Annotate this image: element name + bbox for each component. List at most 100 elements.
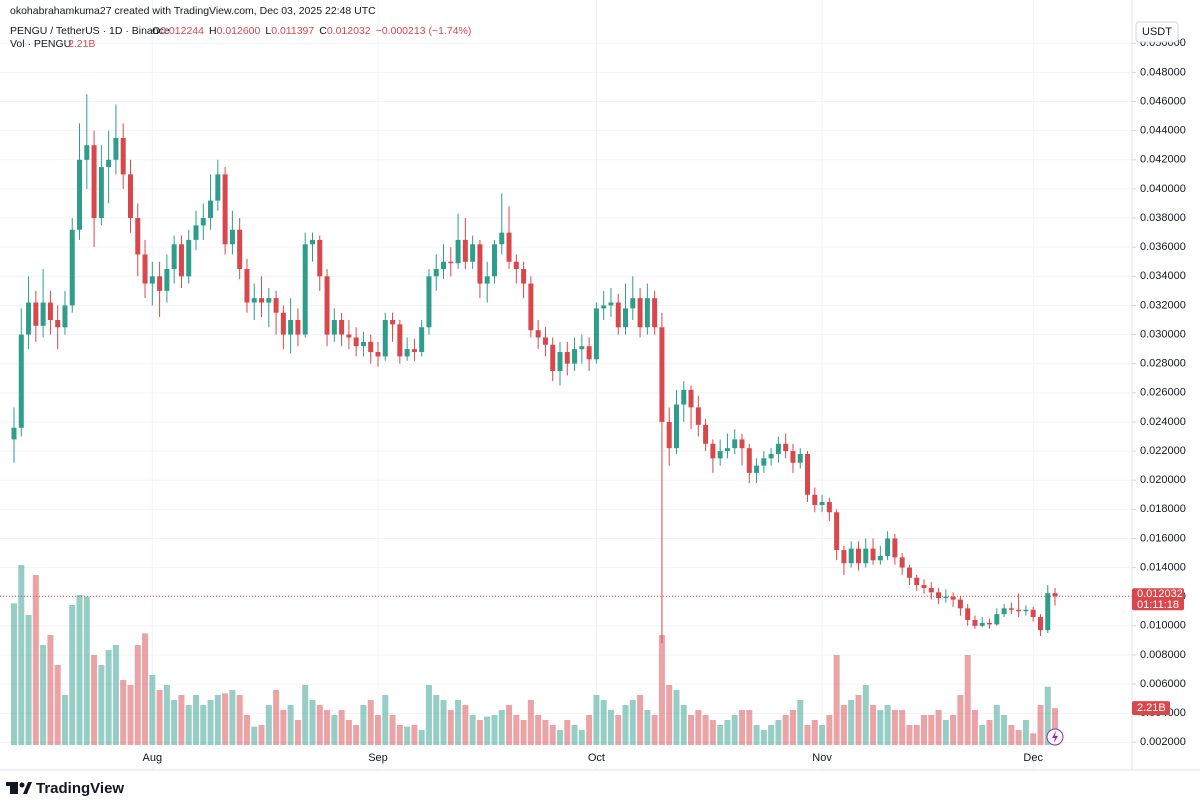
y-tick-label: 0.046000 — [1140, 95, 1186, 107]
candle-body — [615, 302, 621, 328]
volume-bar — [855, 695, 862, 745]
candle-body — [433, 269, 439, 277]
candle-body — [906, 567, 912, 578]
candle-body — [644, 298, 650, 328]
volume-bar — [673, 690, 680, 745]
x-tick-label: Nov — [812, 752, 832, 764]
currency-box[interactable] — [1135, 21, 1179, 43]
volume-bar — [134, 645, 141, 745]
candle-body — [346, 334, 352, 338]
candle-body — [623, 308, 629, 328]
y-tick-label: 0.002000 — [1140, 736, 1186, 748]
volume-bar — [651, 715, 658, 745]
y-tick-label: 0.040000 — [1140, 183, 1186, 195]
volume-bar — [702, 715, 709, 745]
candle-body — [244, 269, 250, 303]
volume-title: Vol · PENGU — [10, 38, 71, 50]
volume-bar — [833, 655, 840, 745]
candle-body — [55, 320, 61, 328]
volume-bar — [193, 695, 199, 745]
volume-bar — [11, 603, 17, 745]
volume-bar — [819, 725, 826, 745]
volume-bar — [993, 705, 1000, 745]
volume-bar — [840, 705, 847, 745]
volume-bar — [47, 635, 54, 745]
alert-bolt[interactable] — [1052, 731, 1058, 743]
volume-bar — [513, 715, 520, 745]
y-tick-label: 0.024000 — [1140, 416, 1186, 428]
candle-body — [448, 261, 454, 264]
countdown: 01:11:18 — [1137, 599, 1179, 611]
volume-bar — [105, 650, 112, 745]
ohlc-value: 0.012244 — [160, 25, 204, 37]
volume-bar — [1001, 715, 1008, 745]
volume-bar — [149, 675, 156, 745]
candle-body — [841, 550, 847, 564]
candle-body — [732, 439, 738, 449]
candle-body — [193, 225, 199, 240]
y-tick-label: 0.016000 — [1140, 532, 1186, 544]
candle-body — [1023, 609, 1029, 612]
volume-bar — [942, 720, 949, 745]
candle-body — [928, 587, 934, 593]
volume-bar — [971, 710, 978, 745]
candle-body — [200, 218, 206, 226]
volume-bar — [18, 565, 25, 745]
candle-body — [98, 167, 104, 219]
candle-body — [171, 244, 177, 270]
candle-body — [601, 305, 607, 309]
volume-bar — [950, 715, 957, 745]
candle-body — [805, 453, 811, 495]
volume-bar — [425, 685, 432, 745]
candle-body — [1008, 608, 1014, 610]
candle-body — [324, 276, 330, 335]
credit: okohabrahamkuma27 created with TradingVi… — [10, 5, 376, 17]
volume-bar — [1037, 705, 1044, 745]
candle-body — [579, 346, 585, 350]
candle-body — [229, 229, 235, 245]
candle-body — [40, 302, 46, 326]
volume-bar — [484, 716, 491, 745]
candle-body — [528, 283, 534, 331]
last-price: 0.012032 — [1137, 588, 1183, 600]
ohlc-label: L — [265, 25, 271, 37]
candle-body — [513, 261, 519, 270]
candle-body — [703, 424, 709, 444]
currency[interactable]: USDT — [1142, 26, 1172, 38]
volume-bar — [214, 695, 221, 745]
candle-body — [797, 453, 803, 463]
y-tick-label: 0.048000 — [1140, 66, 1186, 78]
candle-body — [353, 337, 359, 347]
volume-bar — [913, 725, 920, 745]
volume-bar — [469, 715, 476, 745]
volume-value: 2.21B — [1137, 702, 1166, 714]
volume-bar — [1008, 725, 1015, 745]
y-tick-label: 0.014000 — [1140, 561, 1186, 573]
volume-bar — [25, 615, 32, 745]
volume-bar — [360, 705, 367, 745]
volume-bar — [382, 695, 389, 745]
candle-body — [237, 229, 243, 270]
volume-bar — [375, 715, 381, 745]
volume-bar — [76, 595, 83, 745]
candle-body — [819, 502, 825, 505]
volume-bar — [171, 700, 178, 745]
candle-body — [339, 320, 345, 335]
y-tick-label: 0.010000 — [1140, 620, 1186, 632]
candle-body — [572, 349, 578, 364]
candle-body — [768, 453, 774, 459]
candle-body — [550, 344, 556, 371]
volume-bar — [287, 705, 294, 745]
volume-bar — [156, 690, 163, 745]
volume-bar — [163, 685, 170, 745]
volume-bar — [69, 605, 76, 745]
volume-bar — [1022, 720, 1029, 745]
candle-body — [586, 346, 592, 360]
ohlc-label: H — [209, 25, 217, 37]
candle-body — [426, 276, 432, 328]
candle-body — [368, 341, 374, 353]
volume-bar — [207, 700, 214, 745]
candle-body — [542, 337, 548, 345]
volume-bar — [600, 700, 607, 745]
